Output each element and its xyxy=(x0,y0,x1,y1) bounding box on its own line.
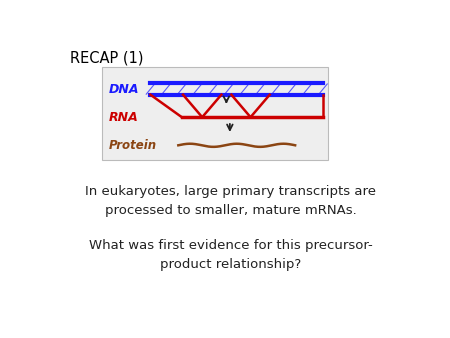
Text: DNA: DNA xyxy=(108,82,139,96)
Text: What was first evidence for this precursor-
product relationship?: What was first evidence for this precurs… xyxy=(89,239,373,271)
Text: Protein: Protein xyxy=(108,139,157,152)
Text: In eukaryotes, large primary transcripts are
processed to smaller, mature mRNAs.: In eukaryotes, large primary transcripts… xyxy=(85,185,376,217)
Text: RECAP (1): RECAP (1) xyxy=(70,51,144,66)
Text: RNA: RNA xyxy=(108,111,138,124)
Bar xyxy=(102,67,328,160)
